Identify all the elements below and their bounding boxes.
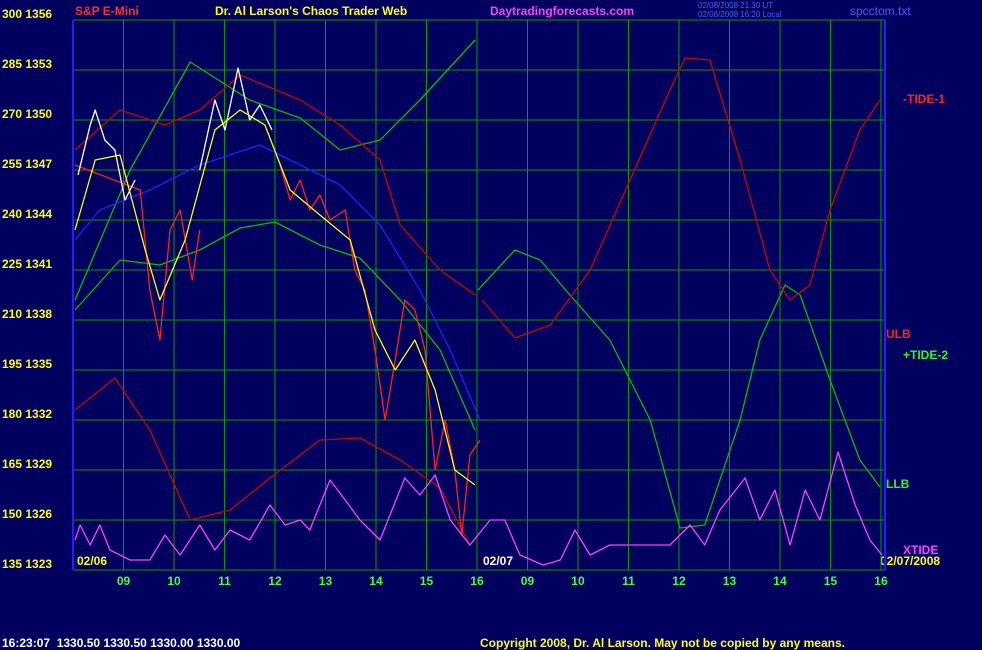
- date-label: 02/07: [483, 554, 513, 568]
- y-tick-label: 300 1356: [2, 7, 52, 21]
- x-tick-label: 12: [672, 574, 686, 588]
- annotation: XTIDE: [903, 543, 938, 557]
- y-tick-label: 270 1350: [2, 107, 52, 121]
- annotation: +TIDE-2: [903, 348, 948, 362]
- series-line: [77, 67, 273, 201]
- plot: 300 1356 285 1353 270 1350 255 1347 240 1344…: [2, 7, 888, 588]
- series-line: [481, 57, 881, 339]
- x-tick-label: 11: [218, 574, 231, 588]
- series-line: [477, 249, 881, 529]
- y-tick-label: 180 1332: [2, 407, 52, 421]
- x-tick-label: 09: [117, 574, 131, 588]
- x-tick-label: 12: [268, 574, 282, 588]
- y-tick-label: 135 1323: [2, 557, 52, 571]
- site: Daytradingforecasts.com: [490, 4, 634, 18]
- x-tick-label: 16: [470, 574, 484, 588]
- y-tick-label: 165 1329: [2, 457, 52, 471]
- y-tick-label: 255 1347: [2, 157, 52, 171]
- stamp: 02/08/2008 21:30 UT: [698, 1, 773, 10]
- x-tick-label: 14: [773, 574, 787, 588]
- y-tick-label: 240 1344: [2, 207, 52, 221]
- series-line: [74, 451, 883, 566]
- x-tick-label: 13: [723, 574, 737, 588]
- annotation: ULB: [886, 327, 911, 341]
- date-label: 02/07/2008: [880, 554, 940, 568]
- x-tick-label: 15: [824, 574, 838, 588]
- x-tick-label: 14: [369, 574, 383, 588]
- x-tick-label: 10: [571, 574, 585, 588]
- x-tick-label: 15: [420, 574, 434, 588]
- annotation: -TIDE-1: [903, 92, 945, 106]
- footer-copyright: Copyright 2008, Dr. Al Larson. May not b…: [480, 636, 845, 650]
- file-name: spcctom.txt: [850, 4, 911, 18]
- y-tick-label: 210 1338: [2, 307, 52, 321]
- y-tick-label: 195 1335: [2, 357, 52, 371]
- x-tick-label: 13: [319, 574, 333, 588]
- date-label: 02/06: [77, 554, 107, 568]
- chart-title: S&P E-Mini: [75, 4, 139, 18]
- x-tick-label: 16: [874, 574, 888, 588]
- series-line: [74, 164, 481, 536]
- series-line: [74, 39, 476, 301]
- y-tick-label: 225 1341: [2, 257, 52, 271]
- series-line: [74, 109, 476, 486]
- series-line: [74, 377, 471, 546]
- x-tick-label: 09: [521, 574, 535, 588]
- x-tick-label: 11: [622, 574, 635, 588]
- stamp: 02/08/2008 16:20 Local: [698, 10, 782, 19]
- series-line: [74, 144, 481, 421]
- annotation: LLB: [886, 477, 910, 491]
- footer-quote: 16:23:07 1330.50 1330.50 1330.00 1330.00: [2, 636, 241, 650]
- y-tick-label: 285 1353: [2, 57, 52, 71]
- series-line: [74, 74, 476, 296]
- x-tick-label: 10: [167, 574, 181, 588]
- y-tick-label: 150 1326: [2, 507, 52, 521]
- chart-subtitle: Dr. Al Larson's Chaos Trader Web: [215, 4, 407, 18]
